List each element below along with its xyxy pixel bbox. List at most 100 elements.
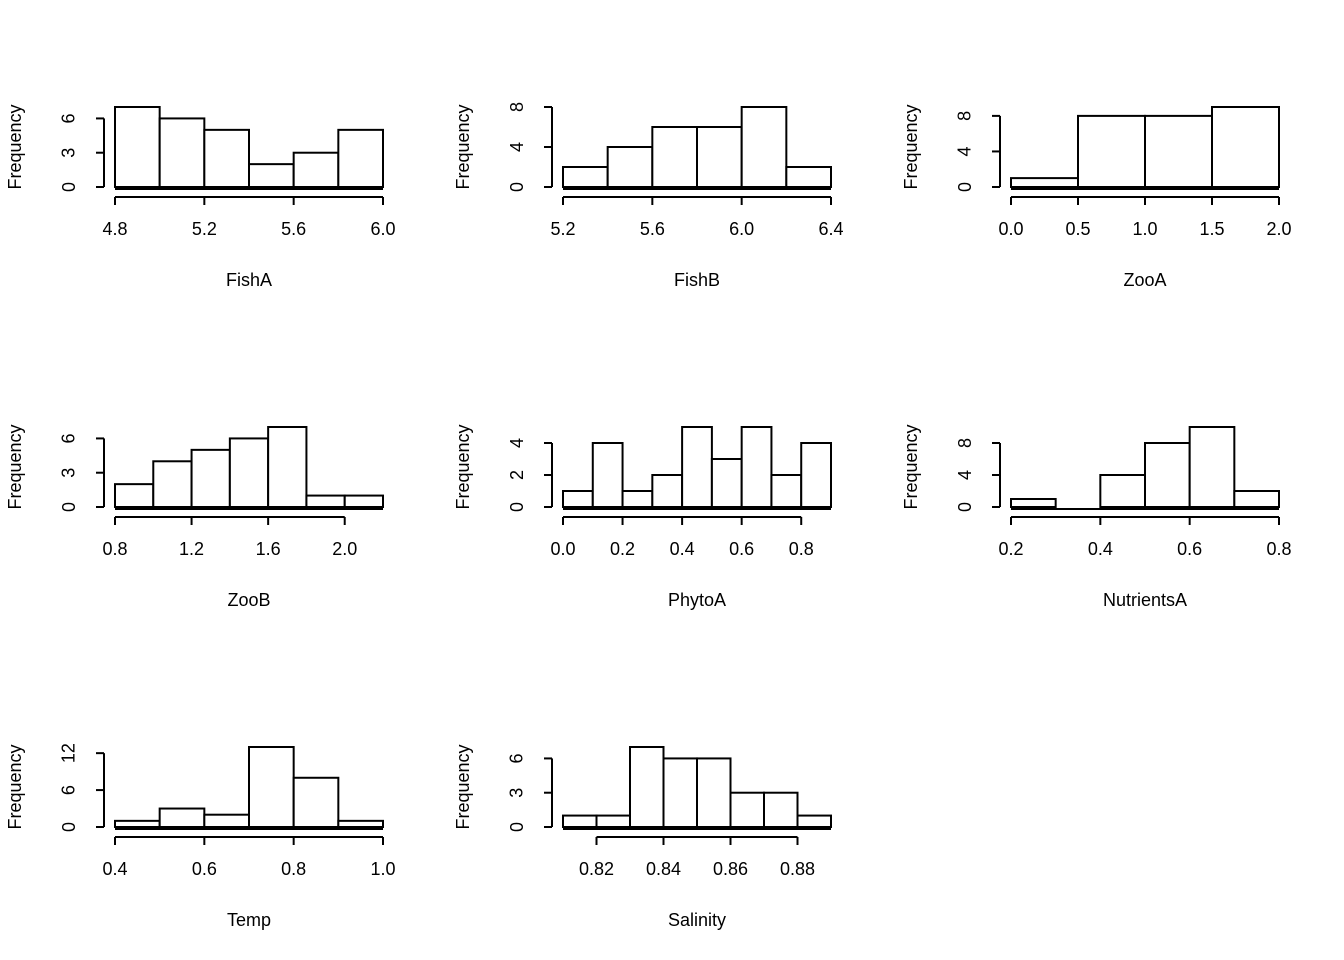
x-tick-label: 5.6 (281, 219, 306, 239)
bar (591, 442, 624, 508)
bar (203, 813, 250, 829)
bar (763, 791, 799, 829)
y-axis-label: Frequency (453, 424, 473, 509)
y-tick-label: 0 (507, 822, 527, 832)
x-axis-label: PhytoA (668, 590, 726, 610)
bar (562, 166, 609, 188)
x-tick-label: 0.6 (729, 539, 754, 559)
x-tick-label: 0.86 (713, 859, 748, 879)
x-tick-label: 1.6 (256, 539, 281, 559)
bar (1233, 490, 1281, 508)
x-tick-label: 0.0 (998, 219, 1023, 239)
bar (305, 494, 346, 509)
x-tick-label: 0.4 (102, 859, 127, 879)
bar (158, 117, 206, 188)
y-tick-label: 3 (507, 788, 527, 798)
y-tick-label: 6 (59, 113, 79, 123)
bar (1010, 177, 1079, 189)
y-tick-label: 0 (507, 182, 527, 192)
x-tick-label: 5.2 (192, 219, 217, 239)
x-tick-label: 0.82 (579, 859, 614, 879)
bar (292, 776, 340, 828)
bar (796, 814, 832, 828)
bar (292, 151, 340, 188)
y-tick-label: 8 (507, 102, 527, 112)
y-tick-label: 4 (507, 142, 527, 152)
y-axis-label: Frequency (453, 744, 473, 829)
y-axis-label: Frequency (5, 424, 25, 509)
x-axis-label: Temp (227, 910, 271, 930)
bar (337, 128, 385, 189)
bar (1010, 498, 1057, 508)
x-axis-label: FishB (674, 270, 720, 290)
bar (740, 426, 773, 508)
x-tick-label: 1.0 (370, 859, 395, 879)
x-tick-label: 0.8 (281, 859, 306, 879)
x-tick-label: 0.0 (550, 539, 575, 559)
bar (1099, 474, 1147, 508)
bar (629, 746, 665, 828)
x-tick-label: 6.0 (370, 219, 395, 239)
y-tick-label: 3 (59, 468, 79, 478)
y-tick-label: 8 (955, 111, 975, 121)
x-axis-label: NutrientsA (1103, 590, 1187, 610)
x-tick-label: 0.6 (1177, 539, 1202, 559)
x-tick-label: 0.88 (780, 859, 815, 879)
x-tick-label: 0.4 (1088, 539, 1113, 559)
x-tick-label: 6.0 (729, 219, 754, 239)
bar (114, 483, 155, 508)
bar (337, 819, 385, 828)
bar (248, 163, 295, 188)
x-axis-label: ZooB (227, 590, 270, 610)
x-tick-label: 0.5 (1065, 219, 1090, 239)
x-tick-label: 0.84 (646, 859, 681, 879)
bar (203, 128, 250, 189)
bar (729, 791, 765, 829)
x-axis-label: ZooA (1123, 270, 1166, 290)
y-axis-label: Frequency (453, 104, 473, 189)
x-tick-label: 2.0 (332, 539, 357, 559)
y-tick-label: 0 (955, 182, 975, 192)
y-tick-label: 0 (955, 502, 975, 512)
bar (696, 757, 732, 829)
x-tick-label: 1.5 (1199, 219, 1224, 239)
bar (1211, 106, 1280, 188)
y-tick-label: 2 (507, 470, 527, 480)
y-tick-label: 4 (955, 146, 975, 156)
y-axis-label: Frequency (901, 104, 921, 189)
bar (562, 490, 594, 508)
y-tick-label: 4 (507, 438, 527, 448)
x-tick-label: 1.2 (179, 539, 204, 559)
bar (343, 494, 385, 509)
y-tick-label: 0 (59, 182, 79, 192)
x-axis-label: FishA (226, 270, 272, 290)
bar (621, 490, 654, 508)
bar (248, 746, 295, 828)
y-tick-label: 12 (59, 743, 79, 763)
bar (1077, 114, 1146, 188)
bar (785, 166, 832, 188)
bar (562, 814, 598, 828)
bar (1144, 114, 1213, 188)
x-tick-label: 1.0 (1132, 219, 1157, 239)
bar (190, 448, 231, 509)
x-axis-label: Salinity (668, 910, 726, 930)
y-axis-label: Frequency (5, 744, 25, 829)
bar (158, 807, 206, 828)
y-tick-label: 0 (59, 502, 79, 512)
x-tick-label: 0.4 (670, 539, 695, 559)
bar (1188, 426, 1236, 508)
bar (114, 819, 161, 828)
bar (651, 126, 698, 188)
x-tick-label: 0.2 (610, 539, 635, 559)
bar (651, 474, 684, 508)
x-tick-label: 0.6 (192, 859, 217, 879)
y-tick-label: 6 (507, 753, 527, 763)
bar (267, 426, 308, 508)
x-tick-label: 5.2 (550, 219, 575, 239)
bar (770, 474, 803, 508)
x-tick-label: 5.6 (640, 219, 665, 239)
bar (710, 458, 743, 508)
x-tick-label: 4.8 (102, 219, 127, 239)
